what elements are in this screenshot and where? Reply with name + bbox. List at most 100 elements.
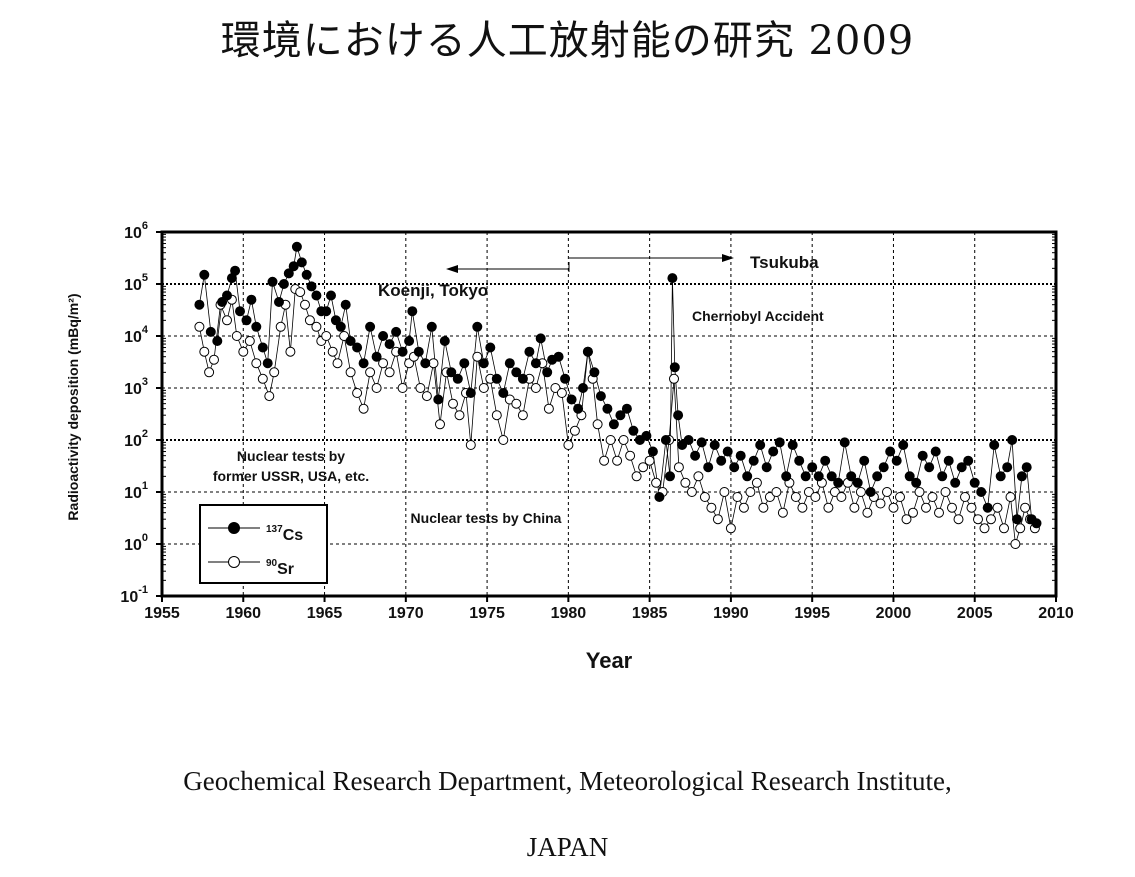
plot-frame	[160, 230, 1058, 598]
cs137-point	[278, 279, 289, 289]
tsukuba-arrow-head	[722, 254, 734, 262]
cs137-line	[199, 246, 1037, 524]
sr90-point	[901, 514, 912, 525]
x-axis-ticks: 1955 1960 1965 1970 1975 1980 1985 1990 1995 2000…	[144, 596, 1074, 622]
cs137-point	[246, 294, 257, 305]
annotation-tests-usa-line1: Nuclear tests by	[237, 448, 345, 464]
sr90-point	[947, 502, 957, 513]
legend-sr-marker	[228, 556, 240, 568]
cs137-point	[582, 346, 593, 357]
cs137-point	[340, 299, 351, 310]
y-tick-label: 100	[124, 532, 148, 554]
cs137-point	[787, 440, 798, 450]
cs137-point	[391, 326, 402, 337]
sr90-point	[631, 471, 642, 482]
sr90-point	[803, 487, 814, 497]
cs137-point	[371, 351, 382, 362]
y-tick-label: 105	[124, 272, 148, 294]
x-tick-label: 1985	[632, 605, 668, 622]
cs137-point	[647, 446, 658, 457]
cs137-point	[709, 440, 720, 450]
cs137-point	[542, 367, 553, 378]
sr90-point	[311, 321, 322, 332]
cs137-point	[807, 462, 818, 473]
annotation-chernobyl: Chernobyl Accident	[692, 308, 824, 324]
cs137-point	[296, 257, 307, 268]
cs137-point	[813, 471, 824, 482]
cs137-point	[768, 446, 779, 457]
legend-cs-symbol: Cs	[283, 527, 304, 544]
sr90-point	[986, 514, 996, 525]
cs137-point	[205, 326, 216, 337]
sr90-point	[651, 477, 662, 488]
cs137-point	[452, 373, 463, 384]
sr90-point	[605, 435, 616, 445]
sr90-point	[295, 287, 306, 298]
cs137-point	[335, 321, 346, 332]
sr90-point	[771, 487, 782, 497]
y-tick-label: 10-1	[120, 584, 148, 606]
cs137-point	[420, 358, 431, 369]
sr90-point	[706, 502, 717, 513]
cs137-point	[669, 362, 680, 373]
x-tick-label: 2005	[957, 605, 993, 622]
cs137-point	[378, 331, 389, 341]
x-tick-label: 1965	[307, 605, 343, 622]
sr90-point	[745, 487, 756, 497]
sr90-point	[908, 507, 918, 518]
sr90-point	[257, 373, 268, 384]
cs137-point	[673, 410, 684, 421]
sr90-point	[285, 346, 296, 357]
cs137-point	[573, 403, 584, 414]
sr90-point	[269, 367, 280, 378]
sr90-point	[345, 367, 356, 378]
sr90-point	[979, 523, 990, 534]
cs137-point	[898, 440, 909, 450]
sr90-point	[599, 455, 610, 466]
cs137-point	[553, 351, 564, 362]
sr90-point	[914, 487, 925, 497]
cs137-point	[937, 471, 948, 482]
x-tick-label: 1970	[388, 605, 424, 622]
cs137-point	[995, 471, 1006, 482]
sr90-point	[680, 477, 691, 488]
cs137-point	[222, 290, 232, 301]
cs137-point	[491, 373, 502, 384]
sr90-point	[1015, 523, 1026, 534]
cs137-point	[267, 276, 278, 287]
sr90-point	[569, 425, 580, 436]
sr90-point	[339, 331, 350, 341]
sr90-point	[550, 383, 561, 393]
annotation-tsukuba: Tsukuba	[750, 253, 819, 272]
sr90-point	[244, 336, 255, 346]
sr90-point	[686, 487, 697, 497]
sr90-point	[953, 514, 964, 525]
sr90-point	[321, 331, 332, 341]
sr90-point	[517, 410, 528, 421]
cs137-point	[566, 394, 577, 405]
cs137-point	[511, 367, 522, 378]
cs137-point	[345, 336, 356, 346]
cs137-point	[761, 462, 772, 473]
cs137-point	[976, 487, 987, 497]
legend-cs-marker	[228, 522, 240, 534]
cs137-point	[924, 462, 935, 473]
cs137-point	[274, 297, 284, 307]
cs137-point	[291, 241, 302, 252]
sr90-point	[448, 398, 458, 409]
sr90-point	[732, 492, 743, 502]
sr90-point	[358, 403, 369, 414]
cs137-point	[384, 339, 395, 350]
sr90-point	[332, 358, 343, 369]
cs137-point	[800, 471, 811, 482]
sr90-point	[849, 502, 860, 513]
sr90-point	[454, 410, 465, 421]
cs137-point	[755, 440, 766, 450]
cs137-point	[722, 446, 733, 457]
cs137-point	[1031, 518, 1042, 529]
sr90-point	[304, 315, 315, 326]
sr90-point	[855, 487, 866, 497]
sr90-point	[999, 523, 1009, 534]
cs137-point	[465, 388, 476, 398]
cs137-point	[690, 450, 701, 461]
